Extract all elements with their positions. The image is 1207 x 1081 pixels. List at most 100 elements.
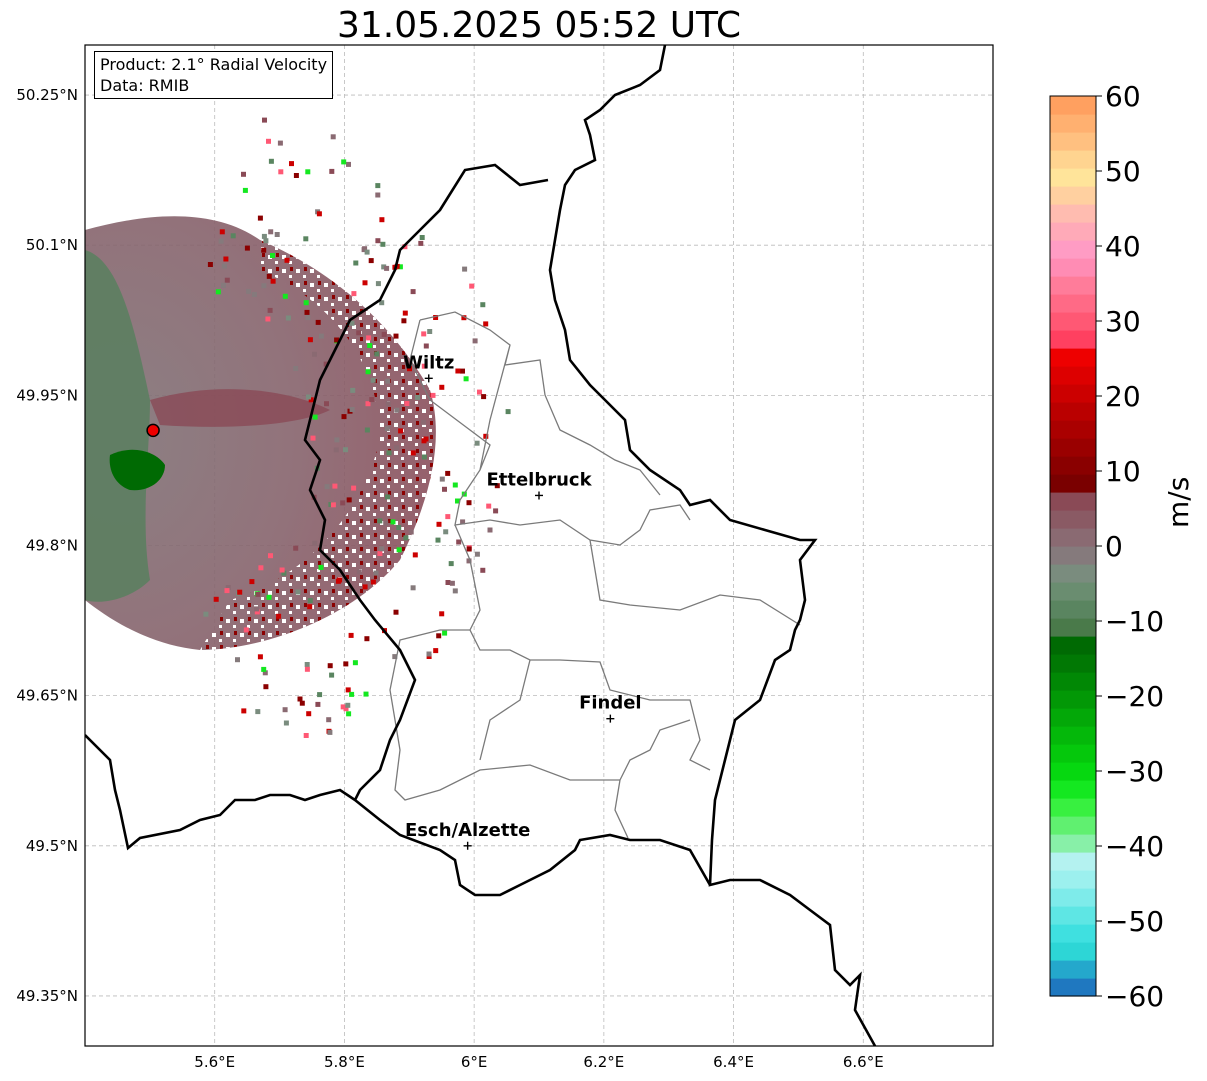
echo-pixel: [304, 309, 310, 315]
echo-pixel: [403, 535, 409, 541]
colorbar-tick-label: 40: [1105, 230, 1141, 263]
echo-pixel: [404, 401, 410, 406]
echo-pixel: [384, 426, 390, 432]
colorbar-swatch: [1050, 114, 1096, 133]
echo-pixel: [289, 161, 294, 167]
echo-pixel: [285, 315, 291, 321]
echo-pixel: [439, 476, 445, 482]
echo-pixel: [370, 579, 376, 585]
echo-pixel: [312, 540, 318, 546]
echo-pixel: [435, 537, 441, 543]
lat-tick-label: 49.35°N: [16, 987, 78, 1005]
plot-frame: [84, 44, 994, 1047]
echo-pixel: [449, 580, 455, 586]
latitude-tick-labels: 50.25°N 50.1°N 49.95°N 49.8°N 49.65°N 49.5°N 4…: [16, 86, 78, 1005]
echo-pixel: [426, 651, 432, 657]
echo-pixel: [493, 508, 499, 514]
echo-pixel: [486, 503, 492, 509]
echo-pixel: [340, 704, 346, 710]
lon-tick-label: 5.6°E: [194, 1053, 235, 1071]
echo-pixel: [268, 553, 273, 559]
echo-pixel: [421, 454, 427, 460]
echo-pixel: [254, 609, 260, 615]
echo-pixel: [384, 265, 390, 271]
echo-pixel: [270, 278, 276, 284]
lon-tick-label: 6.6°E: [843, 1053, 884, 1071]
city-label: Wiltz: [403, 352, 454, 373]
colorbar-swatch: [1050, 348, 1096, 367]
echo-pixel: [362, 584, 368, 590]
colorbar-tick-label: −30: [1105, 755, 1164, 788]
echo-pixel: [315, 319, 321, 325]
echo-pixel: [255, 709, 261, 715]
cities: Wiltz Ettelbruck Findel Esch/Alzette: [403, 352, 642, 850]
echo-pixel: [439, 384, 445, 390]
colorbar-swatch: [1050, 888, 1096, 907]
echo-pixel: [472, 338, 478, 344]
echo-pixel: [270, 253, 275, 258]
echo-pixel: [408, 529, 414, 535]
echo-pixel: [327, 663, 333, 669]
echo-pixel: [341, 414, 347, 420]
colorbar-unit-label: m/s: [1162, 476, 1195, 528]
echo-pixel: [423, 343, 429, 349]
data-source-label: Data: RMIB: [100, 76, 190, 95]
lon-tick-label: 5.8°E: [324, 1053, 365, 1071]
echo-pixel: [480, 567, 486, 573]
colorbar-swatch: [1050, 600, 1096, 619]
colorbar-swatch: [1050, 852, 1096, 871]
colorbar-swatch: [1050, 654, 1096, 673]
colorbar: 60 50 40 30 20 10 0 −10 −20 −30 −40 −50 −60: [1049, 80, 1164, 1013]
echo-pixel: [375, 281, 381, 287]
echo-pixel: [244, 245, 250, 251]
echo-pixel: [268, 158, 274, 164]
echo-pixel: [393, 609, 399, 615]
echo-pixel: [505, 409, 511, 415]
colorbar-tick-label: 20: [1105, 380, 1141, 413]
echo-pixel: [418, 240, 424, 246]
lon-tick-label: 6.2°E: [583, 1053, 624, 1071]
colorbar-swatch: [1050, 420, 1096, 439]
echo-pixel: [373, 570, 379, 576]
echo-scatter: [203, 117, 511, 738]
colorbar-swatch: [1050, 132, 1096, 151]
echo-pixel: [261, 666, 267, 672]
colorbar-swatch: [1050, 330, 1096, 349]
echo-pixel: [295, 589, 301, 595]
echo-pixel: [463, 376, 469, 382]
echo-pixel: [456, 539, 462, 545]
echo-pixel: [327, 729, 333, 735]
echo-pixel: [349, 407, 355, 412]
echo-pixel: [379, 217, 385, 223]
echo-pixel: [494, 483, 500, 489]
echo-pixel: [363, 691, 369, 697]
echo-pixel: [397, 264, 403, 270]
echo-pixel: [333, 447, 339, 453]
colorbar-tick-label: 50: [1105, 155, 1141, 188]
product-info-box: Product: 2.1° Radial Velocity Data: RMIB: [94, 51, 334, 99]
echo-pixel: [380, 241, 386, 247]
colorbar-swatch: [1050, 438, 1096, 457]
echo-pixel: [421, 363, 427, 369]
echo-pixel: [263, 238, 269, 244]
echo-pixel: [394, 407, 400, 413]
colorbar-swatch: [1050, 222, 1096, 241]
colorbar-tick-label: 60: [1105, 80, 1141, 113]
echo-receding-band: [150, 389, 330, 427]
echo-pixel: [369, 397, 375, 403]
echo-pixel: [351, 485, 357, 491]
echo-pixel: [207, 262, 213, 267]
echo-pixel: [365, 401, 371, 407]
echo-pixel: [350, 387, 356, 393]
echo-pixel: [203, 611, 209, 617]
colorbar-swatch: [1050, 168, 1096, 187]
echo-pixel: [415, 394, 420, 400]
echo-pixel: [374, 351, 380, 357]
echo-pixel: [343, 706, 349, 712]
colorbar-swatch: [1050, 96, 1096, 115]
echo-pixel: [352, 660, 358, 666]
echo-pixel: [215, 289, 221, 295]
city-cross-icon: [463, 841, 472, 850]
lon-tick-label: 6.4°E: [713, 1053, 754, 1071]
echo-pixel: [330, 502, 336, 508]
